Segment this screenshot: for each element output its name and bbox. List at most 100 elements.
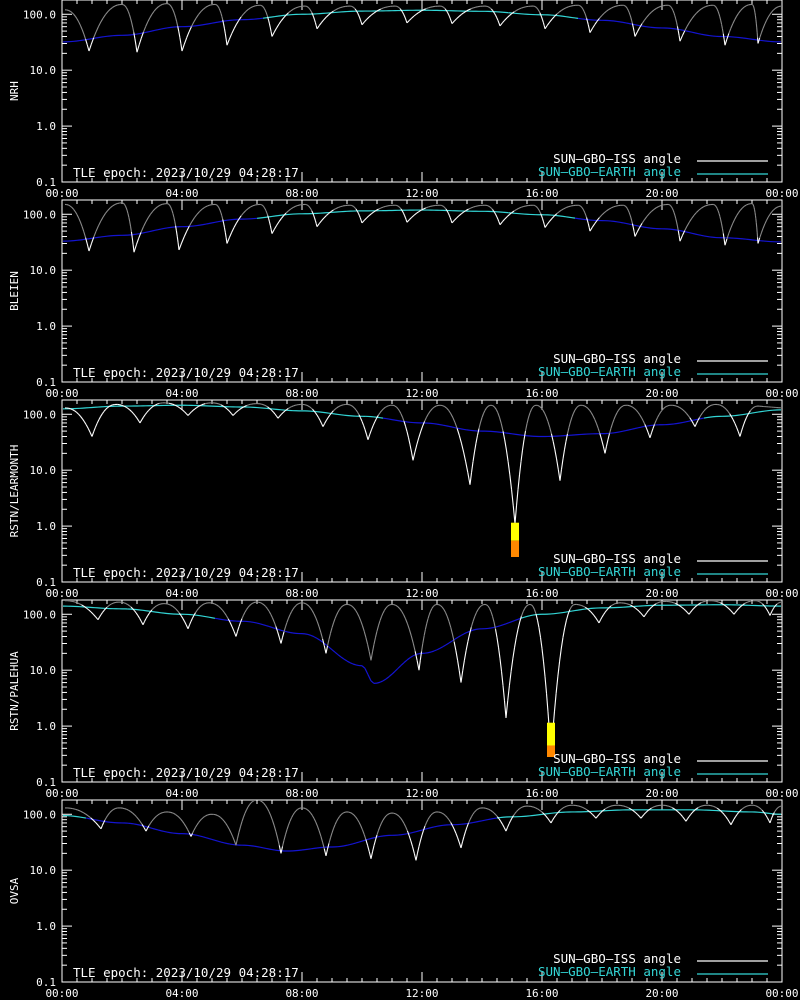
iss-angle-segment (509, 474, 513, 490)
iss-angle-segment (679, 407, 682, 410)
iss-angle-segment (383, 6, 386, 9)
iss-angle-segment (477, 606, 481, 610)
iss-angle-segment (645, 811, 648, 814)
iss-angle-segment (332, 618, 336, 624)
iss-angle-segment (126, 9, 129, 13)
iss-angle-segment (221, 215, 224, 220)
iss-angle-segment (193, 214, 198, 219)
iss-angle-segment (72, 808, 76, 810)
iss-angle-segment (487, 605, 490, 609)
iss-angle-segment (99, 614, 102, 618)
iss-angle-segment (553, 815, 556, 819)
iss-angle-segment (126, 210, 129, 214)
iss-angle-segment (418, 209, 422, 213)
iss-angle-segment (86, 243, 90, 252)
station-label: BLEIEN (8, 271, 21, 311)
iss-angle-segment (658, 412, 661, 416)
iss-angle-segment (445, 815, 448, 818)
iss-angle-segment (643, 614, 646, 618)
iss-angle-segment (371, 12, 375, 16)
iss-angle-segment (88, 243, 92, 252)
iss-angle-segment (531, 406, 534, 410)
iss-angle-segment (469, 472, 473, 485)
iss-angle-segment (601, 212, 605, 216)
iss-angle-segment (536, 207, 539, 210)
iss-angle-segment (261, 603, 265, 606)
iss-angle-segment (586, 217, 588, 221)
iss-angle-segment (132, 412, 136, 416)
iss-angle-segment (102, 610, 105, 613)
iss-angle-segment (686, 413, 689, 416)
iss-angle-segment (413, 13, 417, 17)
iss-angle-segment (380, 7, 384, 10)
iss-angle-segment (198, 11, 202, 15)
iss-angle-segment (365, 637, 369, 645)
iss-angle-segment (688, 611, 691, 615)
iss-angle-segment (273, 224, 278, 230)
iss-angle-segment (721, 223, 723, 229)
iss-angle-segment (169, 206, 172, 209)
iss-angle-segment (510, 658, 514, 672)
iss-angle-segment (471, 813, 474, 817)
iss-angle-segment (152, 208, 156, 212)
iss-angle-segment (542, 812, 545, 815)
iss-angle-segment (240, 13, 244, 18)
iss-angle-segment (580, 5, 582, 8)
earth-angle-segment (367, 837, 372, 840)
iss-angle-segment (666, 405, 669, 407)
iss-angle-segment (100, 413, 103, 417)
iss-angle-segment (327, 414, 331, 418)
iss-angle-segment (228, 232, 233, 238)
iss-angle-segment (339, 404, 343, 407)
iss-angle-segment (111, 602, 114, 605)
iss-angle-segment (776, 6, 779, 8)
iss-angle-segment (655, 205, 659, 209)
iss-angle-segment (433, 405, 437, 408)
iss-angle-segment (688, 218, 693, 223)
iss-angle-segment (686, 22, 690, 27)
iss-angle-segment (611, 419, 615, 424)
iss-angle-segment (531, 806, 535, 808)
iss-angle-segment (445, 612, 448, 617)
plot-area (63, 3, 781, 53)
iss-angle-segment (283, 834, 287, 841)
iss-angle-segment (124, 405, 127, 408)
earth-angle-segment (694, 233, 699, 236)
earth-angle-segment (85, 817, 90, 820)
iss-angle-segment (538, 627, 542, 638)
iss-angle-segment (413, 212, 417, 216)
iss-angle-segment (745, 414, 749, 418)
iss-angle-segment (702, 601, 705, 603)
earth-angle-segment (250, 621, 255, 624)
iss-angle-segment (658, 205, 662, 207)
x-tick-label: 12:00 (405, 387, 438, 400)
iss-angle-segment (767, 610, 770, 614)
iss-angle-segment (559, 648, 562, 662)
iss-angle-segment (309, 207, 312, 210)
iss-angle-segment (240, 212, 244, 217)
iss-angle-segment (677, 810, 680, 814)
iss-angle-segment (446, 817, 450, 821)
iss-angle-segment (199, 404, 202, 407)
earth-angle-segment (448, 640, 453, 644)
iss-angle-segment (523, 430, 527, 440)
iss-angle-segment (555, 676, 559, 694)
iss-angle-segment (322, 638, 325, 646)
iss-angle-segment (688, 18, 693, 23)
iss-angle-segment (168, 603, 172, 606)
earth-angle-segment (208, 837, 213, 840)
iss-angle-segment (630, 16, 633, 21)
earth-angle-segment (199, 224, 204, 226)
earth-angle-segment (160, 27, 165, 30)
iss-angle-segment (383, 407, 386, 410)
iss-angle-segment (494, 13, 497, 16)
iss-angle-segment (772, 608, 774, 611)
iss-angle-segment (772, 606, 775, 609)
iss-angle-segment (108, 604, 111, 607)
iss-angle-segment (451, 20, 455, 25)
iss-angle-segment (153, 8, 157, 12)
earth-angle-segment (511, 619, 516, 623)
iss-angle-segment (745, 601, 748, 604)
iss-angle-segment (628, 11, 631, 15)
